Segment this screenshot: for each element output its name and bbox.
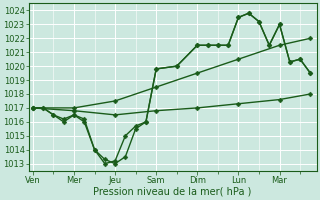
X-axis label: Pression niveau de la mer( hPa ): Pression niveau de la mer( hPa ): [93, 187, 252, 197]
